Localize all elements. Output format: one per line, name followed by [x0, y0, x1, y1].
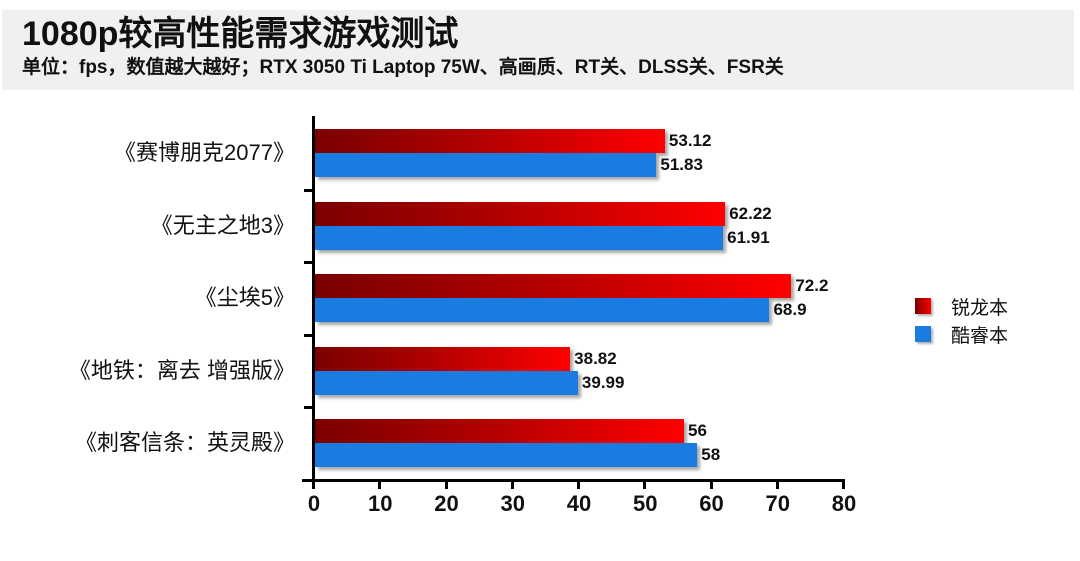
data-label: 56 — [688, 421, 707, 441]
x-tick-label: 80 — [831, 491, 857, 516]
data-label: 72.2 — [795, 276, 829, 296]
category-label: 《地铁：离去 增强版》 — [68, 357, 295, 383]
bar-core — [315, 443, 698, 468]
x-tick — [510, 479, 514, 489]
bar-core — [315, 370, 578, 395]
legend-swatch-red-icon — [915, 298, 931, 314]
y-tick — [304, 188, 314, 192]
y-axis — [312, 116, 315, 482]
x-tick — [842, 479, 845, 489]
category-label: 《尘埃5》 — [194, 285, 295, 311]
x-axis — [302, 479, 844, 482]
category-label: 《无主之地3》 — [150, 212, 295, 238]
chart-title: 1080p较高性能需求游戏测试 — [22, 15, 459, 53]
bar-ryzen — [315, 419, 684, 444]
y-tick — [304, 406, 314, 410]
x-tick — [775, 479, 779, 489]
category-label: 《赛博朋克2077》 — [114, 140, 295, 165]
header-band — [2, 10, 1074, 90]
data-label: 61.91 — [727, 227, 770, 247]
bar-core — [315, 225, 724, 250]
x-tick — [643, 479, 647, 489]
x-tick — [444, 479, 448, 489]
x-tick-label: 50 — [633, 491, 658, 516]
data-label: 58 — [701, 445, 721, 465]
data-label: 68.9 — [773, 300, 807, 320]
bar-ryzen — [315, 201, 726, 226]
x-tick-label: 40 — [566, 491, 592, 516]
data-label: 62.22 — [729, 203, 772, 223]
x-tick — [709, 479, 713, 489]
legend: 锐龙本 酷睿本 — [915, 292, 1008, 348]
legend-label: 酷睿本 — [951, 325, 1009, 347]
data-label: 51.83 — [660, 155, 703, 174]
x-tick-label: 0 — [307, 491, 321, 516]
bar-core — [315, 298, 770, 323]
bar-ryzen — [315, 346, 571, 371]
bar-ryzen — [315, 274, 792, 299]
legend-swatch-blue-icon — [915, 326, 931, 342]
x-tick — [378, 479, 382, 489]
bar-ryzen — [315, 129, 665, 153]
y-tick — [304, 333, 314, 337]
legend-item-ryzen: 锐龙本 — [915, 292, 1008, 320]
y-tick — [304, 261, 314, 265]
x-tick — [312, 479, 315, 489]
x-tick — [577, 479, 580, 489]
data-label: 53.12 — [668, 131, 712, 150]
x-tick-label: 70 — [765, 491, 790, 516]
legend-item-core: 酷睿本 — [915, 320, 1008, 348]
x-tick-label: 30 — [500, 491, 525, 516]
chart-subtitle: 单位：fps，数值越大越好；RTX 3050 Ti Laptop 75W、高画质… — [22, 57, 784, 78]
legend-label: 锐龙本 — [951, 297, 1009, 319]
x-tick-label: 60 — [699, 491, 724, 516]
data-label: 39.99 — [581, 372, 625, 392]
x-tick-label: 10 — [368, 491, 393, 516]
bar-core — [315, 153, 657, 177]
category-label: 《刺客信条：英灵殿》 — [74, 430, 295, 456]
x-tick-label: 20 — [434, 491, 459, 516]
data-label: 38.82 — [574, 348, 617, 368]
